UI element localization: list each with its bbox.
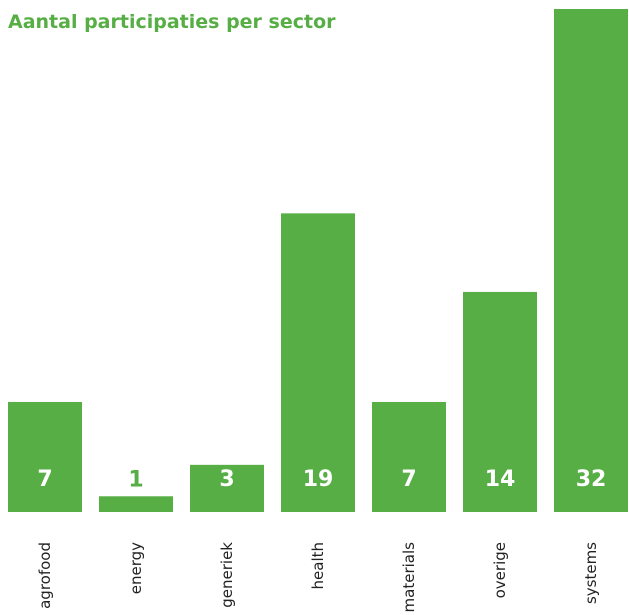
x-tick-label: overige: [491, 542, 509, 598]
bar: [463, 291, 537, 512]
bar: [281, 213, 355, 512]
x-tick-label: materials: [400, 542, 418, 613]
x-tick-label: generiek: [218, 542, 236, 608]
chart-title: Aantal participaties per sector: [8, 11, 336, 33]
bar: [554, 9, 628, 512]
value-label: 7: [401, 467, 416, 492]
bar: [99, 496, 173, 512]
x-tick-label: agrofood: [36, 542, 54, 609]
value-label: 32: [576, 467, 607, 492]
value-label: 14: [485, 467, 516, 492]
x-tick-label: systems: [582, 542, 600, 604]
value-label: 3: [219, 467, 234, 492]
bar: [8, 401, 82, 512]
x-tick-label: energy: [127, 542, 145, 594]
value-label: 19: [303, 467, 334, 492]
value-label: 1: [128, 467, 143, 492]
bar: [190, 464, 264, 512]
value-label: 7: [37, 467, 52, 492]
bar: [372, 401, 446, 512]
x-tick-label: health: [309, 542, 327, 589]
